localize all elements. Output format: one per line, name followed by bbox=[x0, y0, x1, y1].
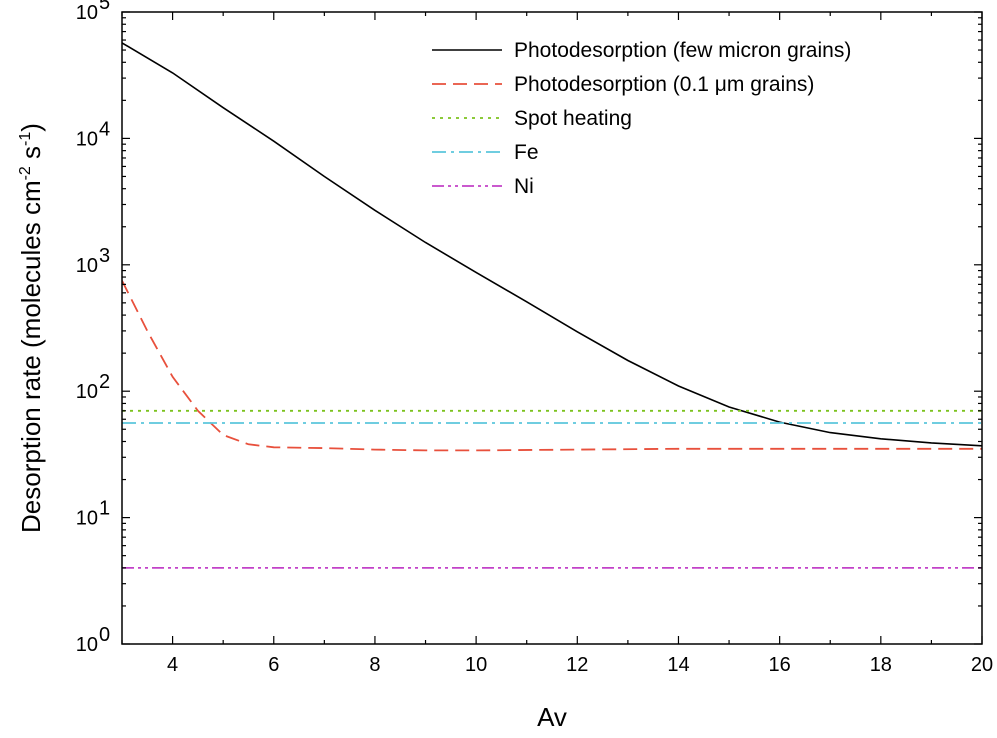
x-tick-label: 6 bbox=[268, 654, 279, 676]
legend-label-1: Photodesorption (few micron grains) bbox=[514, 39, 851, 62]
y-tick-label-exponent: 5 bbox=[99, 0, 110, 14]
x-tick-label: 10 bbox=[465, 654, 487, 676]
legend-label-4: Fe bbox=[514, 141, 539, 164]
series-line-2 bbox=[122, 280, 982, 452]
y-tick-label-exponent: 3 bbox=[99, 245, 110, 267]
y-tick-label-exponent: 4 bbox=[99, 118, 110, 140]
x-tick-label: 4 bbox=[167, 654, 178, 676]
y-tick-label: 10 bbox=[76, 508, 98, 530]
x-tick-label: 16 bbox=[769, 654, 791, 676]
y-tick-label: 10 bbox=[76, 255, 98, 277]
y-axis-title: Desorption rate (molecules cm-2 s-1) bbox=[16, 123, 46, 533]
y-tick-label-exponent: 2 bbox=[99, 371, 110, 393]
x-tick-labels: 4 6 8 10 12 14 16 18 20 bbox=[167, 654, 993, 676]
y-tick-label: 10 bbox=[76, 634, 98, 656]
plot-frame bbox=[121, 11, 983, 645]
legend-label-2: Photodesorption (0.1 μm grains) bbox=[514, 73, 814, 96]
series-layer bbox=[122, 42, 982, 569]
x-tick-label: 8 bbox=[369, 654, 380, 676]
y-tick-label-exponent: 1 bbox=[99, 498, 110, 520]
x-tick-label: 18 bbox=[870, 654, 892, 676]
axis-ticks bbox=[121, 11, 983, 645]
x-tick-label: 12 bbox=[566, 654, 588, 676]
legend: Photodesorption (few micron grains) Photo… bbox=[432, 39, 851, 198]
y-tick-label: 10 bbox=[76, 381, 98, 403]
x-axis-title: Av bbox=[537, 702, 567, 732]
legend-label-3: Spot heating bbox=[514, 107, 632, 130]
legend-label-5: Ni bbox=[514, 175, 534, 198]
y-tick-label-exponent: 0 bbox=[99, 624, 110, 646]
y-tick-label: 10 bbox=[76, 128, 98, 150]
y-tick-label: 10 bbox=[76, 2, 98, 24]
x-tick-label: 14 bbox=[667, 654, 689, 676]
x-tick-label: 20 bbox=[971, 654, 993, 676]
series-line-1 bbox=[122, 42, 982, 447]
